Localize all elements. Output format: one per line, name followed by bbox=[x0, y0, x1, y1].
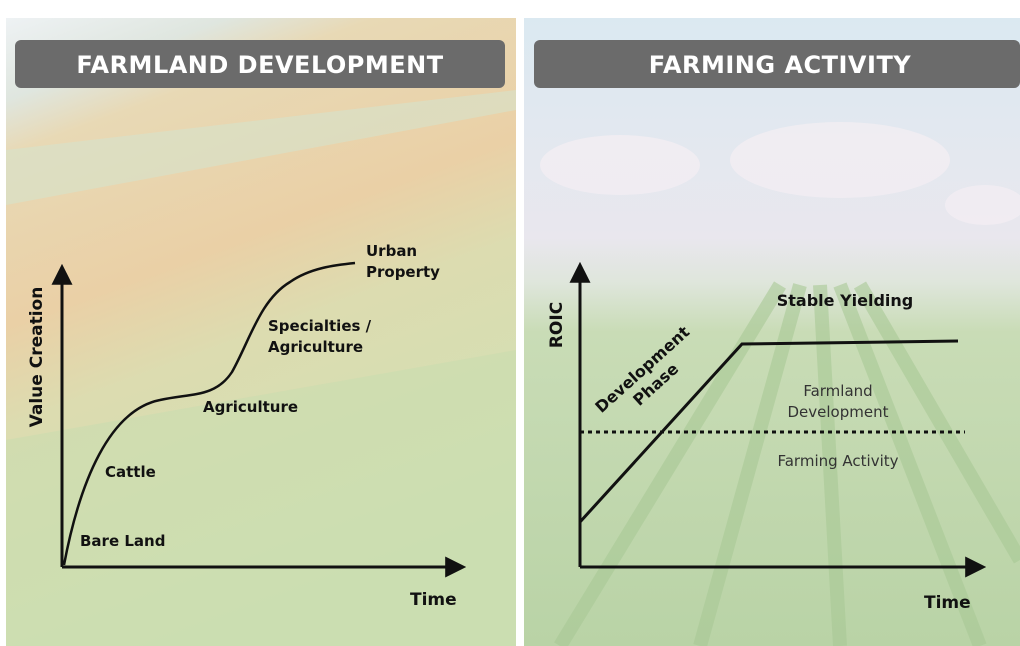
stage-line: Agriculture bbox=[268, 338, 363, 356]
x-axis-label: Time bbox=[924, 593, 971, 613]
x-axis-label: Time bbox=[410, 590, 457, 610]
field-band bbox=[6, 350, 516, 646]
plateau-label: Stable Yielding bbox=[777, 291, 914, 310]
stage-line: Cattle bbox=[105, 463, 156, 481]
zone-label: Farmland Development bbox=[788, 382, 889, 421]
stage-label: Specialties / Agriculture bbox=[268, 317, 372, 356]
stage-line: Bare Land bbox=[80, 532, 165, 550]
stage-label: Cattle bbox=[105, 463, 156, 481]
title-bar bbox=[15, 40, 505, 88]
stage-label: Agriculture bbox=[203, 398, 298, 416]
stage-line: Property bbox=[366, 263, 440, 281]
field-band bbox=[6, 90, 516, 205]
cloud bbox=[945, 185, 1020, 225]
y-axis-label: Value Creation bbox=[27, 287, 47, 428]
cloud bbox=[540, 135, 700, 195]
stage-line: Agriculture bbox=[203, 398, 298, 416]
right-panel: FARMING ACTIVITY ROIC Time Stable Yieldi… bbox=[524, 18, 1020, 646]
left-panel: FARMLAND DEVELOPMENT Value Creation Time… bbox=[6, 18, 516, 646]
stage-label: Bare Land bbox=[80, 532, 165, 550]
title-bar bbox=[534, 40, 1020, 88]
panel-title: FARMLAND DEVELOPMENT bbox=[76, 51, 443, 79]
stage-label: Urban Property bbox=[366, 242, 440, 281]
zone-line: Farmland bbox=[803, 382, 872, 400]
zone-label: Farming Activity bbox=[777, 452, 898, 470]
zone-line: Development bbox=[788, 403, 889, 421]
y-axis-label: ROIC bbox=[547, 302, 567, 348]
stage-line: Urban bbox=[366, 242, 417, 260]
stage-line: Specialties / bbox=[268, 317, 372, 335]
roic-line bbox=[578, 339, 959, 524]
value-curve bbox=[62, 261, 356, 566]
panel-title: FARMING ACTIVITY bbox=[649, 51, 912, 79]
cloud bbox=[730, 122, 950, 198]
